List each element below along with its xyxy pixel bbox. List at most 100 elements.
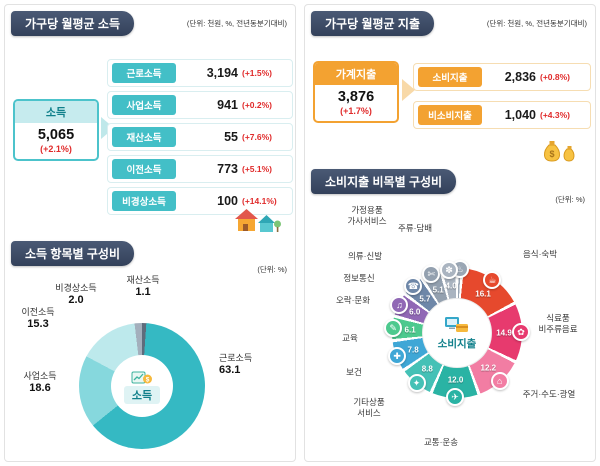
- petal-value: 5.7: [419, 294, 431, 304]
- expense-unit-note: (단위: 천원, %, 전년동분기대비): [486, 19, 587, 28]
- flower-label-communication: 정보통신: [343, 273, 375, 283]
- donut-label-value: 2.0: [68, 293, 84, 306]
- donut-label-property-income: 재산소득 1.1: [111, 275, 175, 299]
- flower-label-alcohol-tobacco: 주류·담배: [397, 223, 433, 233]
- income-item-value: 100: [217, 194, 238, 208]
- petal-value: 16.1: [475, 289, 491, 299]
- houses-icon: [235, 209, 281, 232]
- devices-icon: [445, 316, 468, 332]
- donut-label-nonrecurring-income: 비경상소득 2.0: [43, 283, 109, 307]
- income-item-label: 사업소득: [112, 95, 176, 115]
- donut-label-earned-income: 근로소득 63.1: [219, 353, 289, 377]
- income-item-label: 재산소득: [112, 127, 176, 147]
- income-composition-header: 소득 항목별 구성비: [11, 241, 134, 266]
- clothes-icon: ✄: [422, 265, 441, 284]
- income-item-value: 3,194: [206, 66, 238, 80]
- flower-label-groceries: 식료품 비주류음료: [538, 313, 578, 334]
- expense-flower-center: 소비지출: [423, 299, 491, 367]
- money-bags-icon: $: [544, 141, 575, 162]
- income-total-change: (+2.1%): [40, 144, 72, 154]
- expense-total-label: 가계지출: [315, 63, 397, 85]
- expense-item-change: (+4.3%): [540, 110, 570, 120]
- income-item-value: 941: [217, 98, 238, 112]
- petal-value: 8.8: [421, 364, 433, 374]
- donut-label-name: 이전소득: [21, 307, 55, 317]
- expense-item-change: (+0.8%): [540, 72, 570, 82]
- svg-text:$: $: [549, 149, 554, 159]
- donut-label-value: 1.1: [135, 285, 151, 298]
- income-item-change: (+7.6%): [242, 132, 272, 142]
- flower-label-recreation: 오락·문화: [335, 295, 371, 305]
- donut-label-name: 재산소득: [126, 275, 160, 285]
- income-item-change: (+1.5%): [242, 68, 272, 78]
- income-header: 가구당 월평균 소득: [11, 11, 134, 36]
- expense-item-value: 1,040: [504, 108, 536, 122]
- expense-row: 소비지출 2,836 (+0.8%): [413, 63, 591, 91]
- income-item-change: (+0.2%): [242, 100, 272, 110]
- petal-value: 7.8: [407, 345, 419, 355]
- income-row: 사업소득 941 (+0.2%): [107, 91, 293, 119]
- petal-value: 12.0: [447, 375, 464, 385]
- income-item-value: 773: [217, 162, 238, 176]
- expense-total-change: (+1.7%): [340, 106, 372, 116]
- income-total-value: 5,065: [37, 127, 75, 143]
- donut-label-transfer-income: 이전소득 15.3: [9, 307, 67, 331]
- shopping-bag-icon: ✦: [407, 373, 426, 392]
- income-item-label: 비경상소득: [112, 191, 176, 211]
- petal-value: 5.1: [432, 285, 444, 295]
- medical-cross-icon: ✚: [388, 346, 407, 365]
- income-donut-center: $ 소득: [111, 355, 173, 417]
- income-item-label: 이전소득: [112, 159, 176, 179]
- income-row: 근로소득 3,194 (+1.5%): [107, 59, 293, 87]
- income-unit-note: (단위: 천원, %, 전년동분기대비): [186, 19, 287, 28]
- income-breakdown-list: 근로소득 3,194 (+1.5%) 사업소득 941 (+0.2%) 재산소득…: [107, 59, 293, 215]
- income-item-label: 근로소득: [112, 63, 176, 83]
- donut-label-value: 18.6: [29, 381, 51, 394]
- chart-coin-icon: $: [131, 371, 152, 383]
- petal-value: 6.0: [409, 307, 421, 317]
- income-row: 비경상소득 100 (+14.1%): [107, 187, 293, 215]
- petal-value: 6.1: [404, 325, 416, 335]
- flower-label-transport: 교통·운송: [423, 437, 459, 447]
- income-panel: 가구당 월평균 소득 (단위: 천원, %, 전년동분기대비) 소득 5,065…: [4, 4, 296, 462]
- expense-row: 비소비지출 1,040 (+4.3%): [413, 101, 591, 129]
- petal-value: 4.0: [445, 281, 457, 291]
- house-icon: ⌂: [490, 371, 509, 390]
- expense-header: 가구당 월평균 지출: [311, 11, 434, 36]
- grocery-icon: ✿: [511, 323, 530, 342]
- expense-flower: 소비지출 주류·담배 음식·숙박 식료품 비주류음료 주거·수도·광열 교통·운…: [305, 203, 597, 461]
- flower-label-other-goods: 기타상품 서비스: [353, 397, 385, 418]
- donut-label-name: 사업소득: [23, 371, 57, 381]
- income-composition-unit-note: (단위: %): [257, 265, 287, 274]
- bus-icon: ✈: [445, 387, 464, 406]
- income-donut-center-label: 소득: [123, 385, 161, 404]
- arrow-right-icon: [402, 79, 415, 101]
- flower-label-health: 보건: [346, 367, 362, 377]
- flower-label-household-goods: 가정용품 가사서비스: [347, 205, 387, 226]
- donut-label-value: 63.1: [219, 363, 241, 376]
- flower-label-education: 교육: [342, 333, 358, 343]
- expense-breakdown-list: 소비지출 2,836 (+0.8%) 비소비지출 1,040 (+4.3%): [413, 63, 591, 129]
- music-note-icon: ♫: [390, 296, 409, 315]
- expense-composition-header: 소비지출 비목별 구성비: [311, 169, 457, 194]
- donut-label-business-income: 사업소득 18.6: [11, 371, 69, 395]
- income-item-value: 55: [224, 130, 238, 144]
- donut-label-name: 비경상소득: [55, 283, 97, 293]
- petal-value: 12.2: [480, 363, 497, 373]
- income-item-change: (+5.1%): [242, 164, 272, 174]
- income-total-label: 소득: [15, 101, 97, 123]
- expense-total-value: 3,876: [337, 89, 375, 105]
- income-row: 재산소득 55 (+7.6%): [107, 123, 293, 151]
- income-row: 이전소득 773 (+5.1%): [107, 155, 293, 183]
- expense-flower-center-label: 소비지출: [437, 337, 477, 350]
- flower-label-housing-utilities: 주거·수도·광열: [522, 389, 576, 399]
- svg-text:$: $: [146, 376, 150, 383]
- expense-composition-unit-note: (단위: %): [555, 195, 585, 204]
- income-item-change: (+14.1%): [242, 196, 277, 206]
- donut-label-name: 근로소득: [219, 353, 253, 363]
- petal-value: 14.9: [496, 328, 512, 338]
- expense-item-value: 2,836: [504, 70, 536, 84]
- flower-label-food-lodging: 음식·숙박: [522, 249, 558, 259]
- expense-total-box: 가계지출 3,876 (+1.7%): [313, 61, 399, 123]
